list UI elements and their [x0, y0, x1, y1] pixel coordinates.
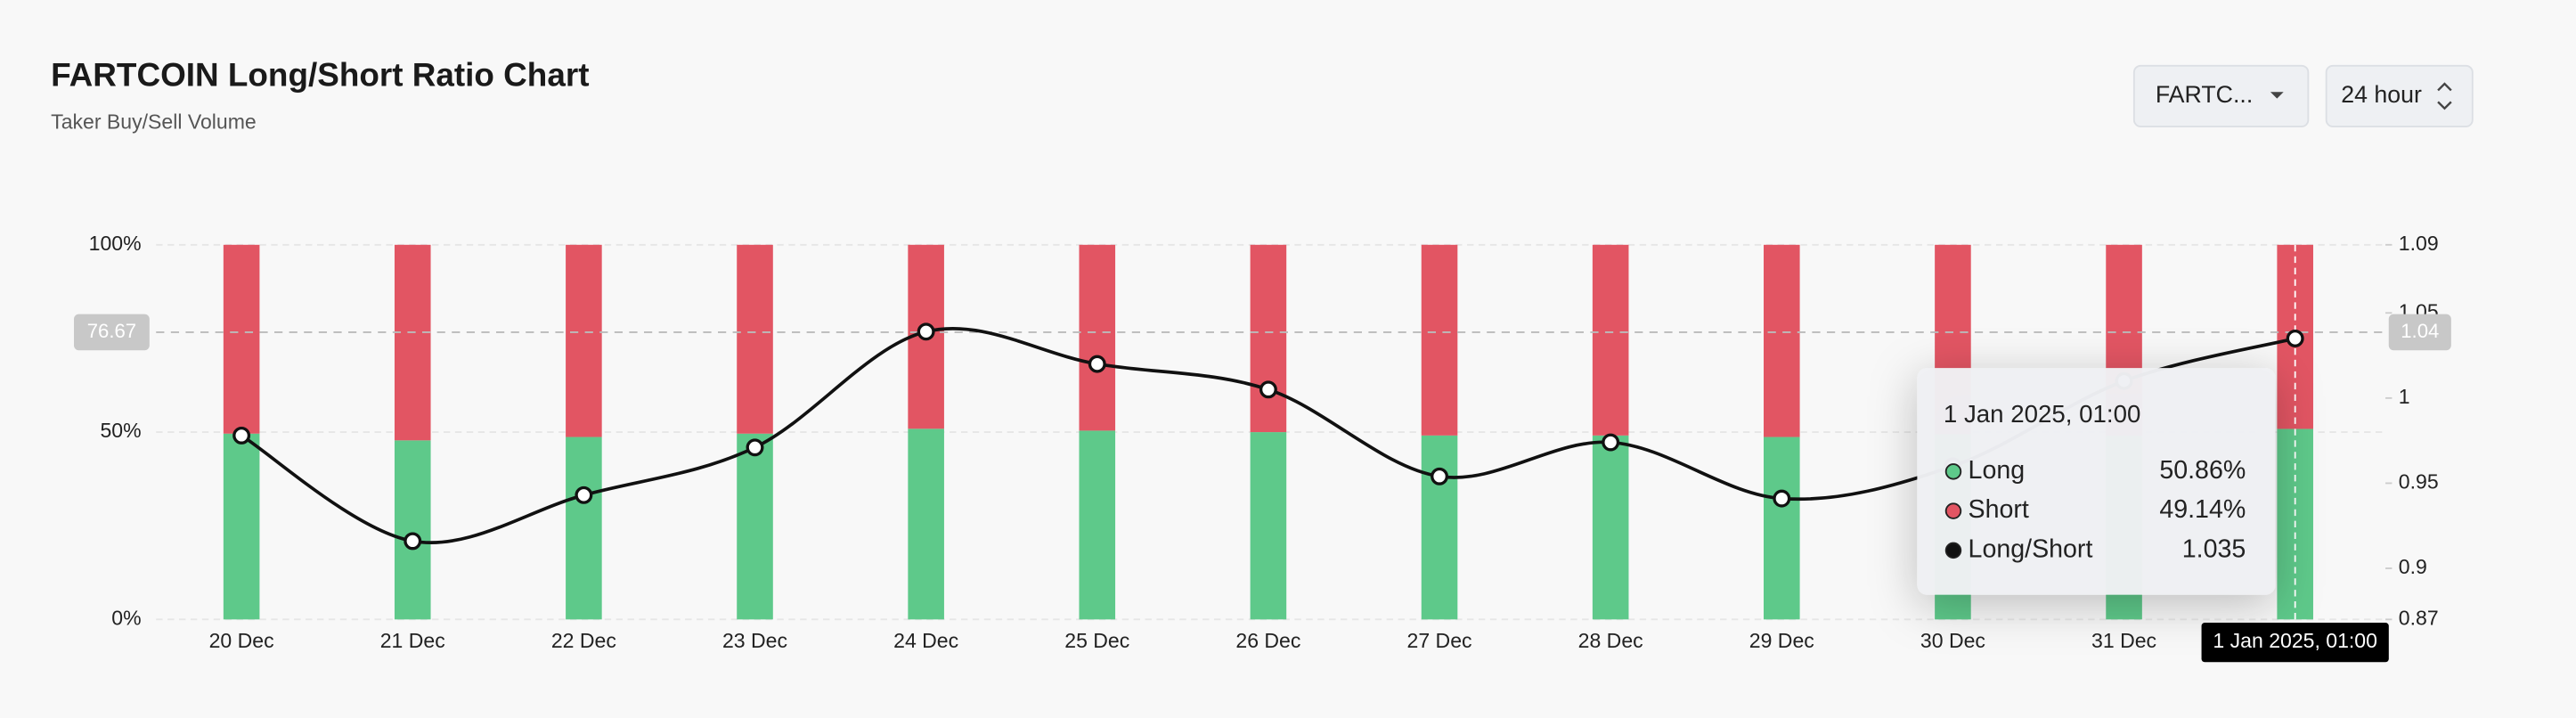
bar-segment	[1079, 244, 1116, 431]
tooltip-value: 50.86%	[2159, 456, 2246, 485]
crosshair-right-badge	[2388, 314, 2451, 351]
crosshair-right-label: 1.04	[2401, 320, 2439, 342]
bar-segment	[1250, 432, 1287, 620]
ratio-point	[2286, 329, 2304, 347]
tooltip-swatch	[1944, 542, 1962, 559]
x-tick-label: 22 Dec	[551, 629, 616, 652]
y2-tick-label: 1.09	[2399, 232, 2439, 255]
crosshair-left-badge	[73, 314, 150, 351]
title: FARTCOIN Long/Short Ratio Chart	[51, 56, 589, 93]
ratio-point	[1602, 433, 1620, 452]
tooltip-title: 1 Jan 2025, 01:00	[1944, 400, 2140, 428]
bar-segment	[223, 244, 260, 434]
bar-segment	[394, 244, 431, 441]
bar-segment	[1421, 244, 1458, 436]
bar-segment	[1421, 435, 1458, 620]
x-tick-label: 31 Dec	[2091, 629, 2156, 652]
ratio-point	[1431, 467, 1448, 485]
x-tick-label: 27 Dec	[1407, 629, 1472, 652]
tooltip-swatch	[1944, 502, 1962, 519]
y-tick-label: 50%	[100, 419, 141, 442]
y-tick-label: 0%	[111, 606, 141, 629]
ratio-point	[232, 426, 251, 445]
tooltip-name: Long	[1969, 456, 2026, 485]
bar-segment	[1764, 244, 1800, 437]
ratio-point	[575, 485, 593, 504]
period-select[interactable]: 24 hour	[2325, 64, 2474, 127]
x-tick-label: 28 Dec	[1578, 629, 1643, 652]
x-tick-label-active: 1 Jan 2025, 01:00	[2213, 629, 2377, 652]
x-tick-label: 24 Dec	[893, 629, 958, 652]
bar-segment	[1079, 430, 1116, 620]
bar-segment	[1250, 244, 1287, 433]
tooltip-box	[1917, 368, 2276, 595]
bar-segment	[737, 433, 773, 620]
x-tick-label: 30 Dec	[1920, 629, 1985, 652]
symbol-value: FARTC...	[2156, 81, 2253, 108]
x-tick-label: 29 Dec	[1749, 629, 1814, 652]
tooltip-name: Short	[1969, 495, 2029, 524]
tooltip: 1 Jan 2025, 01:00 Long 50.86% Short 49.14% Lo…	[1917, 368, 2276, 595]
period-value: 24 hour	[2341, 81, 2422, 108]
x-tick-label: 25 Dec	[1064, 629, 1129, 652]
bar-segment	[566, 244, 602, 437]
bar-segment	[394, 440, 431, 620]
bar-segment	[1592, 244, 1629, 436]
subtitle: Taker Buy/Sell Volume	[51, 110, 257, 133]
bar-segment	[1592, 435, 1629, 620]
ratio-point	[1773, 489, 1791, 508]
y2-tick-label: 0.95	[2399, 470, 2439, 494]
ratio-point	[1088, 355, 1106, 373]
ratio-point	[746, 438, 764, 457]
x-tick-label: 26 Dec	[1235, 629, 1300, 652]
x-tick-label: 21 Dec	[380, 629, 445, 652]
ratio-point	[1259, 380, 1277, 399]
ratio-point	[404, 532, 422, 551]
x-highlight-badge	[2201, 623, 2389, 663]
y2-tick-label: 1	[2399, 385, 2410, 408]
y2-tick-label: 0.9	[2399, 555, 2427, 578]
tooltip-value: 49.14%	[2159, 495, 2246, 524]
ratio-point	[917, 322, 935, 341]
tooltip-value: 1.035	[2182, 534, 2246, 563]
bar-segment	[908, 428, 944, 620]
crosshair-left-label: 76.67	[87, 320, 136, 342]
bar-segment	[566, 437, 602, 620]
y-tick-label: 100%	[89, 232, 142, 255]
bar-segment	[223, 433, 260, 620]
x-tick-label: 23 Dec	[722, 629, 787, 652]
bar-segment	[737, 244, 773, 434]
tooltip-swatch	[1944, 463, 1962, 480]
tooltip-name: Long/Short	[1969, 534, 2093, 563]
x-tick-label: 20 Dec	[209, 629, 274, 652]
bar-segment	[1764, 437, 1800, 620]
y2-tick-label: 0.87	[2399, 606, 2439, 629]
symbol-select[interactable]: FARTC...	[2132, 64, 2310, 127]
